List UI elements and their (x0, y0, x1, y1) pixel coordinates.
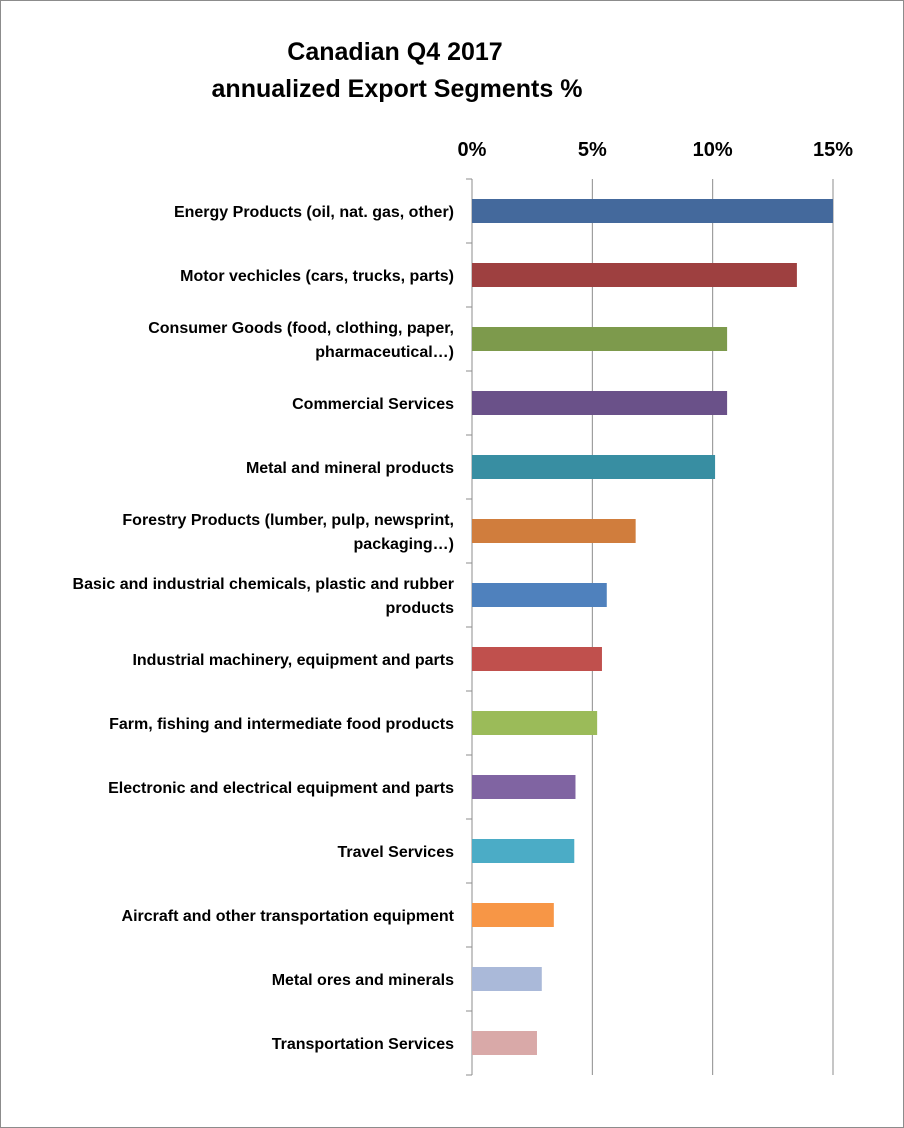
bar (472, 199, 833, 223)
chart-title: Canadian Q4 2017 annualized Export Segme… (212, 38, 583, 103)
x-axis-tick-labels: 0% 5% 10% 15% (458, 139, 854, 161)
bar (472, 327, 728, 351)
category-axis (466, 178, 473, 1076)
category-label: Basic and industrial chemicals, plastic … (73, 576, 455, 617)
bar (472, 967, 542, 991)
bar (472, 647, 602, 671)
category-label: Electronic and electrical equipment and … (108, 780, 454, 797)
bar (472, 775, 576, 799)
category-label: Metal and mineral products (246, 460, 454, 477)
x-tick-label: 10% (693, 139, 733, 161)
bar (472, 903, 554, 927)
category-label: Aircraft and other transportation equipm… (122, 908, 455, 925)
x-tick-label: 15% (813, 139, 853, 161)
bar (472, 263, 797, 287)
bars (472, 199, 833, 1055)
x-tick-label: 5% (578, 139, 607, 161)
bar (472, 711, 598, 735)
bar (472, 455, 716, 479)
category-label: Consumer Goods (food, clothing, paper, ph… (148, 320, 454, 361)
bar (472, 839, 575, 863)
category-label: Energy Products (oil, nat. gas, other) (174, 204, 454, 221)
category-label: Motor vechicles (cars, trucks, parts) (180, 268, 454, 285)
category-label: Transportation Services (272, 1036, 454, 1053)
chart-title-line-2: annualized Export Segments % (212, 75, 583, 103)
bar (472, 583, 607, 607)
category-label: Forestry Products (lumber, pulp, newspri… (122, 512, 454, 553)
bar (472, 391, 728, 415)
category-label: Metal ores and minerals (272, 972, 454, 989)
category-label: Commercial Services (292, 396, 454, 413)
chart-title-line-1: Canadian Q4 2017 (287, 38, 502, 66)
category-labels: Energy Products (oil, nat. gas, other) Mo… (73, 204, 455, 1053)
x-tick-label: 0% (458, 139, 487, 161)
gridlines (471, 179, 834, 1075)
bar (472, 519, 636, 543)
category-label: Travel Services (337, 844, 454, 861)
category-label: Industrial machinery, equipment and part… (132, 652, 454, 669)
bar (472, 1031, 537, 1055)
category-label: Farm, fishing and intermediate food prod… (109, 716, 454, 733)
